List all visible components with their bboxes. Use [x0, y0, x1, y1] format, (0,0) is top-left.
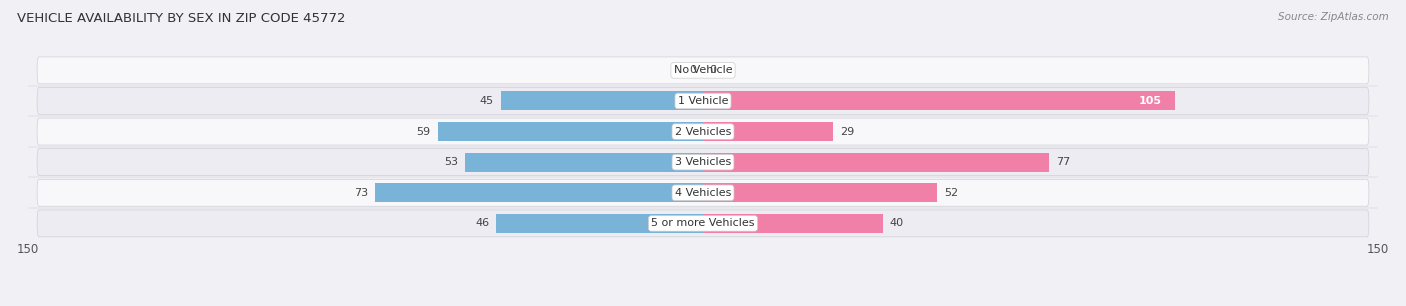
- FancyBboxPatch shape: [37, 88, 1369, 114]
- Bar: [501, 91, 703, 110]
- Text: VEHICLE AVAILABILITY BY SEX IN ZIP CODE 45772: VEHICLE AVAILABILITY BY SEX IN ZIP CODE …: [17, 12, 346, 25]
- Bar: [703, 122, 834, 141]
- Text: 0: 0: [710, 65, 717, 75]
- Bar: [703, 91, 1175, 110]
- Text: Source: ZipAtlas.com: Source: ZipAtlas.com: [1278, 12, 1389, 22]
- Text: 105: 105: [1139, 96, 1161, 106]
- Bar: [496, 214, 703, 233]
- Bar: [703, 183, 936, 202]
- Text: 3 Vehicles: 3 Vehicles: [675, 157, 731, 167]
- Text: 52: 52: [943, 188, 957, 198]
- FancyBboxPatch shape: [37, 179, 1369, 206]
- Text: 77: 77: [1056, 157, 1070, 167]
- Text: 53: 53: [444, 157, 458, 167]
- Text: 4 Vehicles: 4 Vehicles: [675, 188, 731, 198]
- Bar: [703, 153, 1049, 172]
- FancyBboxPatch shape: [37, 149, 1369, 176]
- Text: 0: 0: [689, 65, 696, 75]
- Text: 45: 45: [479, 96, 494, 106]
- FancyBboxPatch shape: [37, 118, 1369, 145]
- FancyBboxPatch shape: [37, 57, 1369, 84]
- Text: 1 Vehicle: 1 Vehicle: [678, 96, 728, 106]
- Bar: [464, 153, 703, 172]
- Bar: [703, 214, 883, 233]
- Bar: [374, 183, 703, 202]
- Text: 46: 46: [475, 218, 489, 228]
- Text: 73: 73: [354, 188, 368, 198]
- Text: 29: 29: [841, 127, 855, 136]
- FancyBboxPatch shape: [37, 210, 1369, 237]
- Bar: [437, 122, 703, 141]
- Text: 2 Vehicles: 2 Vehicles: [675, 127, 731, 136]
- Text: No Vehicle: No Vehicle: [673, 65, 733, 75]
- Text: 40: 40: [890, 218, 904, 228]
- Text: 5 or more Vehicles: 5 or more Vehicles: [651, 218, 755, 228]
- Text: 59: 59: [416, 127, 430, 136]
